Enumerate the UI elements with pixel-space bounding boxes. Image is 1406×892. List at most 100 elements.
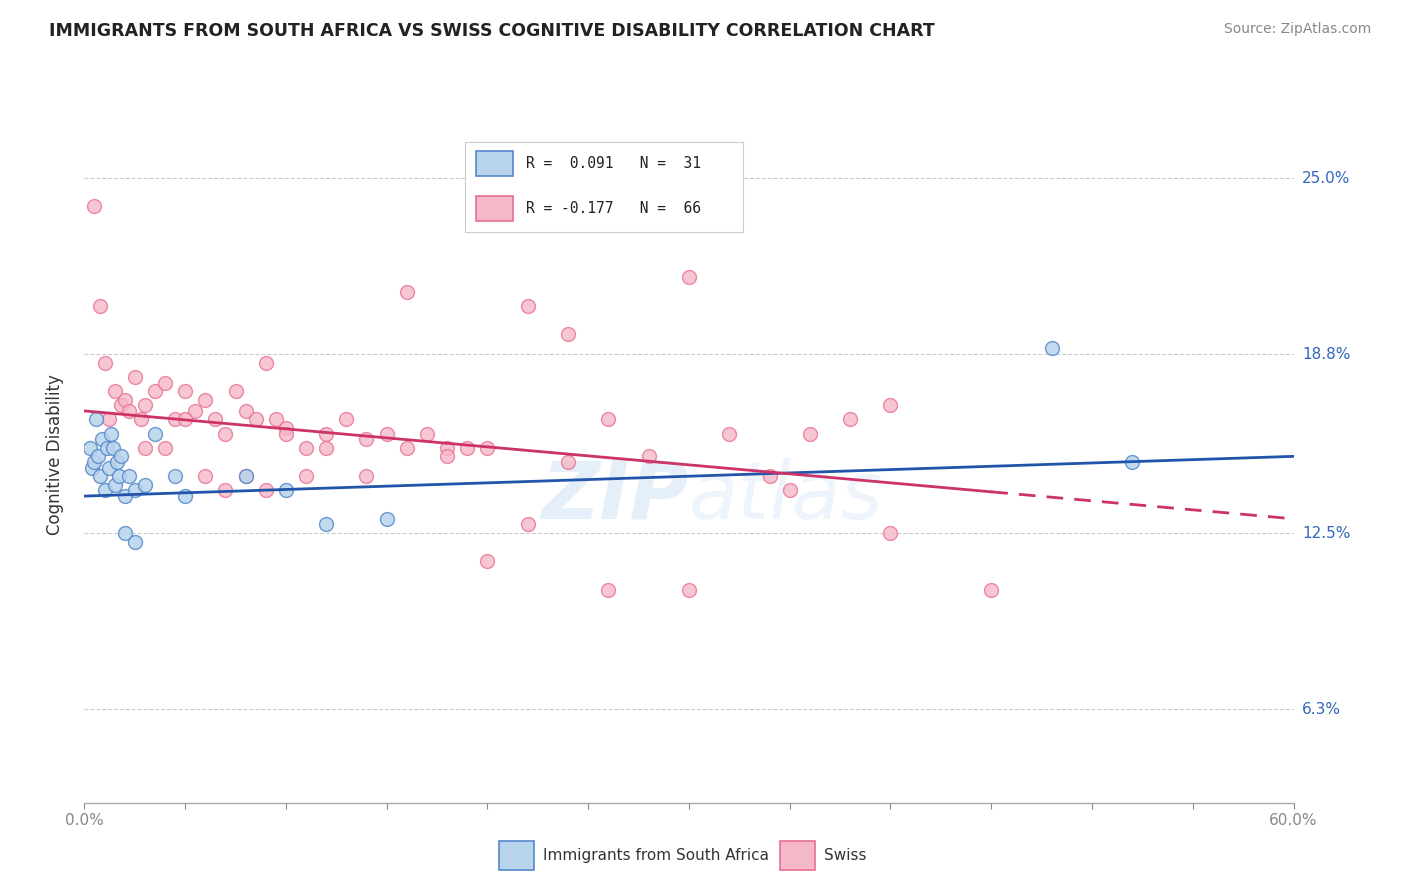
Point — [264, 412, 287, 426]
Point — [104, 477, 127, 491]
Point — [598, 582, 620, 597]
Text: Immigrants from South Africa: Immigrants from South Africa — [543, 848, 769, 863]
Point — [1040, 342, 1063, 356]
Point — [134, 477, 156, 491]
Point — [153, 376, 176, 390]
Point — [295, 441, 318, 455]
Point — [110, 450, 132, 464]
Point — [395, 441, 418, 455]
Point — [86, 412, 108, 426]
Point — [165, 469, 187, 483]
Point — [110, 398, 132, 412]
Point — [194, 469, 217, 483]
Point — [1121, 455, 1143, 469]
Point — [254, 356, 277, 370]
Point — [107, 469, 129, 483]
Point — [143, 426, 166, 441]
Point — [93, 356, 115, 370]
Point — [96, 441, 118, 455]
Point — [118, 469, 141, 483]
Point — [100, 426, 122, 441]
Text: 18.8%: 18.8% — [1302, 347, 1350, 361]
Point — [375, 512, 398, 526]
Point — [315, 426, 337, 441]
Point — [356, 469, 378, 483]
Point — [174, 384, 197, 398]
Point — [235, 404, 257, 418]
Point — [254, 483, 277, 498]
Y-axis label: Cognitive Disability: Cognitive Disability — [45, 375, 63, 535]
Point — [436, 450, 458, 464]
Point — [718, 426, 741, 441]
Text: 25.0%: 25.0% — [1302, 170, 1350, 186]
Point — [97, 460, 120, 475]
Point — [245, 412, 267, 426]
Point — [118, 404, 141, 418]
Point — [214, 483, 236, 498]
Point — [516, 299, 538, 313]
Point — [97, 412, 120, 426]
Point — [83, 455, 105, 469]
Text: Source: ZipAtlas.com: Source: ZipAtlas.com — [1223, 22, 1371, 37]
Point — [129, 412, 152, 426]
Point — [114, 392, 136, 407]
Point — [274, 426, 297, 441]
Point — [124, 369, 146, 384]
Point — [295, 469, 318, 483]
Point — [395, 285, 418, 299]
Point — [104, 384, 127, 398]
Point — [839, 412, 862, 426]
Point — [235, 469, 257, 483]
Point — [124, 534, 146, 549]
Point — [315, 441, 337, 455]
Point — [143, 384, 166, 398]
Point — [557, 327, 579, 342]
Point — [315, 517, 337, 532]
Point — [799, 426, 821, 441]
Point — [82, 460, 104, 475]
Text: atlas: atlas — [689, 458, 884, 536]
Point — [758, 469, 780, 483]
Point — [416, 426, 439, 441]
Point — [194, 392, 217, 407]
Point — [89, 469, 111, 483]
Text: Swiss: Swiss — [824, 848, 866, 863]
Point — [779, 483, 801, 498]
Point — [557, 455, 579, 469]
Point — [274, 421, 297, 435]
Point — [678, 270, 700, 285]
Point — [134, 441, 156, 455]
Point — [879, 526, 901, 541]
Point — [89, 299, 111, 313]
Point — [105, 455, 128, 469]
Point — [356, 432, 378, 446]
Point — [436, 441, 458, 455]
Text: 6.3%: 6.3% — [1302, 702, 1341, 716]
Point — [204, 412, 226, 426]
Point — [678, 582, 700, 597]
Text: ZIP: ZIP — [541, 458, 689, 536]
Point — [114, 489, 136, 503]
Point — [879, 398, 901, 412]
Point — [598, 412, 620, 426]
Point — [93, 483, 115, 498]
Point — [516, 517, 538, 532]
Point — [477, 441, 499, 455]
Point — [235, 469, 257, 483]
Point — [124, 483, 146, 498]
Point — [114, 526, 136, 541]
Point — [174, 412, 197, 426]
Text: IMMIGRANTS FROM SOUTH AFRICA VS SWISS COGNITIVE DISABILITY CORRELATION CHART: IMMIGRANTS FROM SOUTH AFRICA VS SWISS CO… — [49, 22, 935, 40]
Point — [335, 412, 357, 426]
Point — [637, 450, 659, 464]
Point — [174, 489, 197, 503]
Point — [165, 412, 187, 426]
Point — [153, 441, 176, 455]
Point — [456, 441, 478, 455]
Point — [214, 426, 236, 441]
Point — [375, 426, 398, 441]
Point — [980, 582, 1002, 597]
Point — [91, 432, 114, 446]
Point — [225, 384, 247, 398]
Point — [134, 398, 156, 412]
